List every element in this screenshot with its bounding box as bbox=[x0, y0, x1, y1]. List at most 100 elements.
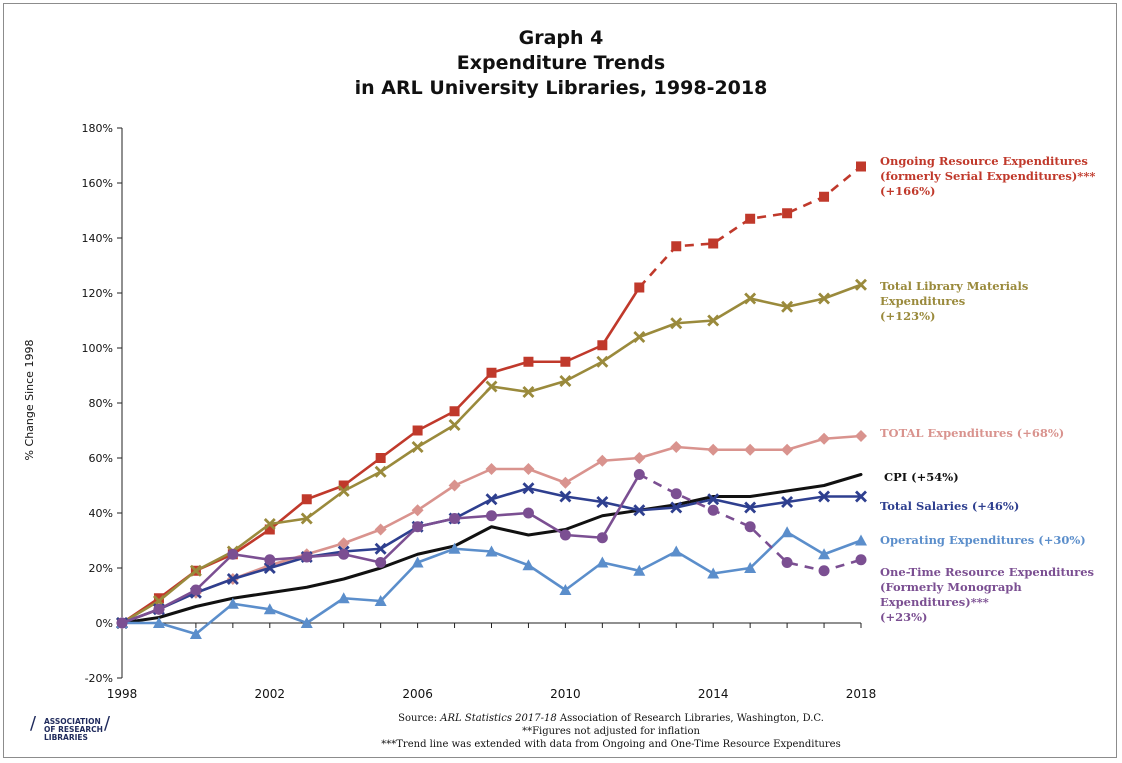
data-point bbox=[744, 443, 757, 456]
data-point bbox=[744, 292, 757, 305]
data-point bbox=[485, 545, 498, 557]
data-point bbox=[855, 278, 867, 291]
data-point bbox=[449, 513, 461, 524]
data-point bbox=[448, 542, 461, 554]
chart-footer: Source: ARL Statistics 2017-18 Associati… bbox=[250, 712, 972, 751]
footer-source-title: ARL Statistics 2017-18 bbox=[440, 713, 557, 724]
data-point bbox=[855, 534, 867, 546]
data-point bbox=[560, 356, 571, 367]
y-tick-label: 40% bbox=[89, 507, 113, 520]
data-point bbox=[707, 567, 720, 579]
y-tick-label: 180% bbox=[82, 122, 113, 135]
data-point bbox=[411, 441, 424, 453]
data-point bbox=[337, 485, 350, 497]
series-label: CPI (+54%) bbox=[884, 470, 959, 484]
footer-source-suffix: Association of Research Libraries, Washi… bbox=[556, 713, 824, 724]
series-label: Operating Expenditures (+30%) bbox=[880, 533, 1086, 547]
footer-note-1: **Figures not adjusted for inflation bbox=[522, 726, 700, 737]
data-point bbox=[189, 628, 202, 639]
series-label: (+23%) bbox=[880, 610, 927, 624]
data-point bbox=[633, 452, 646, 464]
data-point bbox=[633, 331, 646, 343]
data-point bbox=[707, 504, 719, 516]
title-line-3: in ARL University Libraries, 1998-2018 bbox=[354, 77, 768, 99]
logo-line-1: ASSOCIATION bbox=[44, 717, 101, 726]
data-point bbox=[670, 545, 683, 557]
chart-frame bbox=[3, 3, 1117, 758]
series-label: One-Time Resource Expenditures bbox=[880, 565, 1094, 579]
data-point bbox=[670, 501, 683, 514]
data-point bbox=[486, 510, 497, 522]
data-point bbox=[782, 208, 793, 219]
series-label: TOTAL Expenditures (+68%) bbox=[880, 426, 1064, 440]
data-point bbox=[855, 554, 867, 566]
series-label: Expenditures bbox=[880, 294, 965, 308]
data-point bbox=[375, 453, 386, 463]
data-point bbox=[818, 432, 831, 445]
data-point bbox=[559, 584, 572, 595]
data-point bbox=[448, 479, 461, 492]
series-label: (+123%) bbox=[880, 309, 935, 323]
data-point bbox=[707, 493, 720, 506]
data-point bbox=[522, 386, 535, 398]
data-point bbox=[670, 441, 683, 453]
data-point bbox=[263, 518, 276, 530]
y-tick-label: 140% bbox=[82, 232, 113, 245]
data-point bbox=[485, 493, 498, 506]
data-point bbox=[263, 562, 276, 574]
data-point bbox=[781, 300, 794, 313]
footer-source-prefix: Source: bbox=[398, 713, 441, 724]
data-point bbox=[744, 562, 757, 573]
data-point bbox=[337, 592, 350, 604]
data-point bbox=[338, 548, 350, 560]
y-tick-label: 60% bbox=[89, 452, 113, 465]
data-point bbox=[819, 191, 830, 202]
data-point bbox=[486, 367, 497, 378]
data-point bbox=[559, 490, 572, 503]
data-point bbox=[227, 548, 239, 560]
data-point bbox=[634, 282, 645, 293]
data-point bbox=[781, 496, 794, 508]
data-point bbox=[670, 488, 682, 500]
data-point bbox=[153, 603, 165, 615]
footer-note-2: ***Trend line was extended with data fro… bbox=[381, 739, 841, 750]
data-point bbox=[263, 603, 276, 615]
data-point bbox=[596, 556, 609, 568]
data-point bbox=[485, 380, 498, 393]
data-point bbox=[744, 521, 756, 533]
data-point bbox=[818, 490, 831, 503]
x-tick-label: 2006 bbox=[402, 687, 433, 701]
series-label: (Formerly Monograph bbox=[880, 580, 1022, 594]
data-point bbox=[744, 501, 757, 514]
data-point bbox=[374, 523, 387, 536]
data-point bbox=[596, 532, 608, 544]
data-point bbox=[522, 507, 534, 519]
data-point bbox=[300, 617, 313, 628]
data-point bbox=[818, 548, 831, 560]
data-point bbox=[411, 556, 424, 568]
data-point bbox=[264, 524, 275, 535]
chart-title: Graph 4 Expenditure Trends in ARL Univer… bbox=[0, 26, 1122, 101]
data-point bbox=[707, 443, 720, 456]
data-point bbox=[338, 480, 349, 491]
data-point bbox=[374, 465, 387, 478]
data-point bbox=[522, 482, 535, 495]
data-point bbox=[522, 559, 535, 571]
data-point bbox=[449, 406, 460, 417]
data-point bbox=[596, 355, 609, 368]
data-point bbox=[226, 573, 239, 585]
y-tick-label: 80% bbox=[89, 397, 113, 410]
data-point bbox=[781, 557, 793, 568]
series-line bbox=[120, 473, 863, 625]
data-point bbox=[856, 161, 866, 172]
y-tick-label: 160% bbox=[82, 177, 113, 190]
data-point bbox=[596, 496, 609, 508]
y-tick-label: -20% bbox=[85, 672, 113, 685]
data-point bbox=[671, 241, 682, 252]
data-point bbox=[597, 340, 608, 351]
data-point bbox=[596, 454, 609, 467]
data-point bbox=[226, 597, 239, 609]
series-label: (+166%) bbox=[880, 184, 935, 198]
series-label: Expenditures)*** bbox=[880, 595, 989, 609]
